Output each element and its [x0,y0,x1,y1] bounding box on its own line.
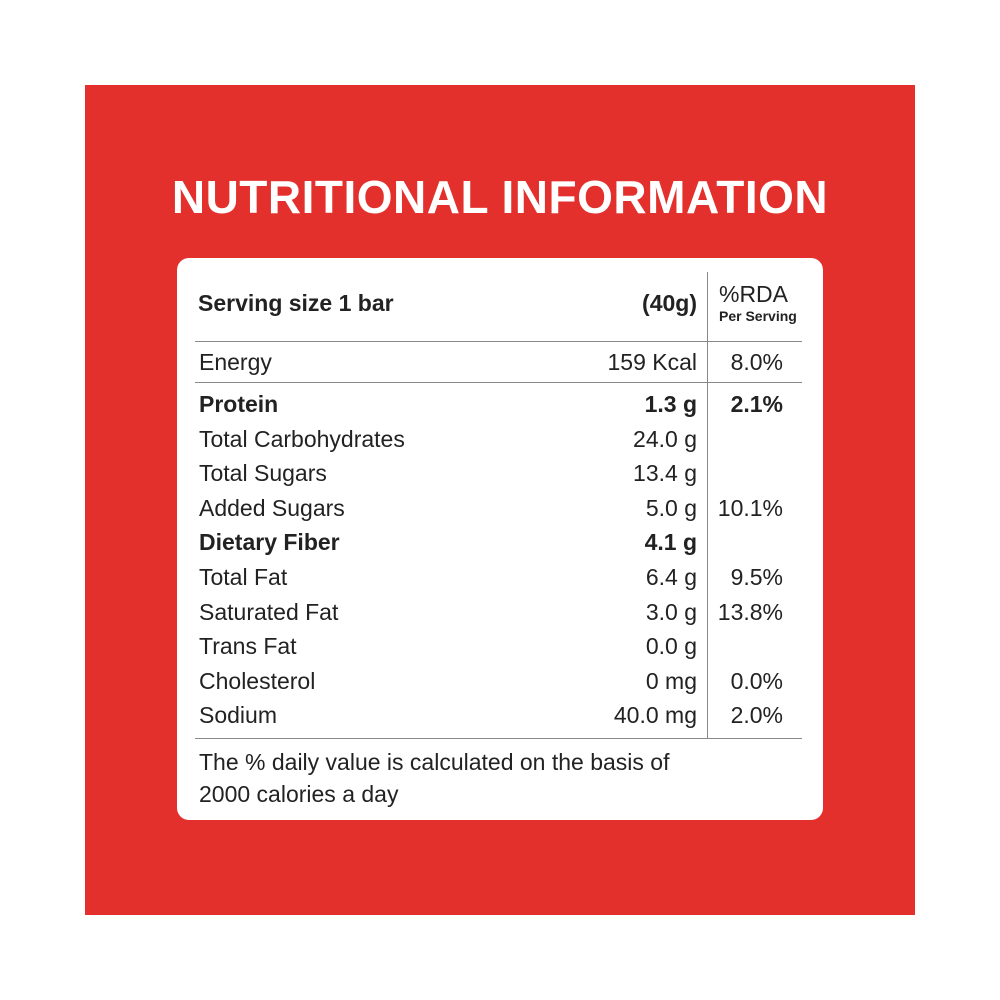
nutrient-amount: 5.0 g [645,494,697,521]
nutrient-rda: 13.8% [717,598,783,625]
nutrient-name: Saturated Fat [199,598,339,625]
nutrient-name: Total Fat [199,564,288,590]
nutrient-amount: 1.3 g [644,391,697,417]
rule [195,341,802,342]
nutrient-name: Cholesterol [199,667,316,694]
nutrient-name: Total Sugars [199,460,327,487]
nutrient-amount: 0.0 g [645,633,697,660]
rule [195,738,802,739]
nutrient-rda: 8.0% [730,349,783,375]
serving-size: Serving size 1 bar [198,290,394,316]
nutrient-name: Added Sugars [199,494,345,521]
nutrient-rda: 2.1% [730,391,783,417]
nutrient-name: Energy [199,349,272,375]
nutrient-amount: 4.1 g [644,529,697,556]
nutrient-amount: 6.4 g [645,564,697,590]
nutrient-amount: 159 Kcal [607,349,697,375]
nutrition-card: Serving size 1 bar (40g) %RDA Per Servin… [177,258,823,820]
nutrient-name: Protein [199,391,279,417]
nutrient-amount: 0 mg [645,667,697,694]
nutrient-rda: 0.0% [730,667,783,694]
nutrient-name: Dietary Fiber [199,529,340,556]
nutrient-rda: 10.1% [717,494,783,521]
nutrient-amount: 24.0 g [633,425,697,452]
nutrient-amount: 40.0 mg [613,702,697,729]
nutrient-name: Trans Fat [199,633,297,660]
title: NUTRITIONAL INFORMATION [171,171,829,223]
nutrient-amount: 3.0 g [645,598,697,625]
footnote: The % daily value is calculated on the b… [199,749,670,807]
column-divider [707,272,708,738]
nutrient-rda: 9.5% [730,564,783,590]
rda-note: Per Serving [719,308,797,324]
nutrient-amount: 13.4 g [633,460,697,487]
nutrient-name: Sodium [199,702,277,729]
rda-header: %RDA [719,281,789,307]
rule [195,382,802,383]
nutrient-name: Total Carbohydrates [199,425,405,452]
nutrient-rda: 2.0% [730,702,783,729]
serving-amount: (40g) [642,290,697,316]
